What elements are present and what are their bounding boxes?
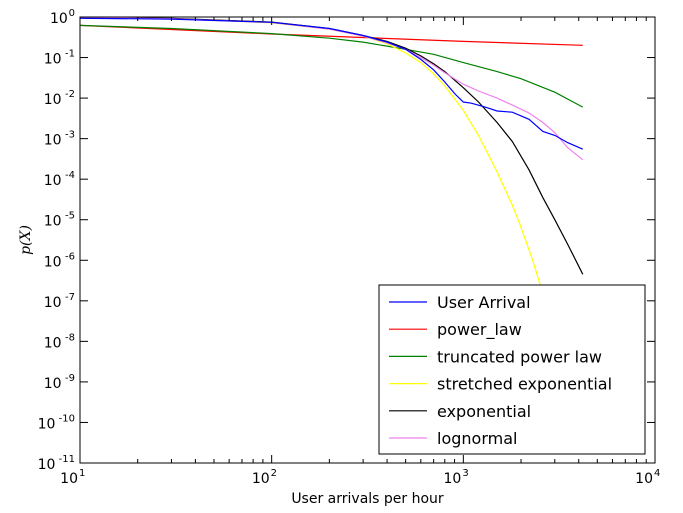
plot-frame (79, 16, 656, 464)
y-tick-exponent: 0 (69, 8, 75, 19)
legend-box (378, 284, 646, 455)
y-tick-label: 10 (38, 416, 56, 432)
x-tick-label: 10 (252, 471, 270, 487)
y-tick-label: 10 (44, 92, 62, 108)
y-tick-label: 10 (44, 52, 62, 68)
legend-label: exponential (437, 402, 531, 421)
x-tick-exponent: 3 (462, 468, 468, 479)
y-tick-label: 10 (44, 173, 62, 189)
y-axis-label: p(X) (18, 225, 34, 255)
x-tick-exponent: 4 (654, 468, 660, 479)
y-tick-label: 10 (38, 457, 56, 473)
y-tick-exponent: -6 (65, 251, 75, 262)
x-tick-label: 10 (635, 471, 653, 487)
legend-label: lognormal (437, 429, 517, 448)
series-line-user-arrival (80, 17, 584, 150)
series-line-lognormal (80, 17, 584, 161)
x-tick-label: 10 (444, 471, 462, 487)
legend-label: power_law (437, 320, 522, 340)
y-tick-label: 10 (44, 295, 62, 311)
y-tick-exponent: -1 (65, 49, 75, 60)
legend: User Arrival power_law truncated power law… (378, 284, 646, 455)
legend-label: truncated power law (437, 347, 602, 366)
y-tick-exponent: -9 (65, 373, 75, 384)
ticks-layer: 10 1 10 2 10 3 10 410 010 -110 -210 -310 -410 -510 -61… (38, 8, 661, 487)
y-tick-label: 10 (44, 376, 62, 392)
legend-label: stretched exponential (437, 375, 612, 394)
y-tick-exponent: -5 (65, 211, 75, 222)
x-tick-exponent: 1 (79, 468, 85, 479)
y-tick-exponent: -7 (65, 292, 75, 303)
x-tick-label: 10 (60, 471, 78, 487)
legend-label: User Arrival (437, 293, 531, 312)
y-tick-exponent: -4 (65, 170, 75, 181)
y-tick-exponent: -3 (65, 130, 75, 141)
y-tick-exponent: -10 (59, 413, 75, 424)
y-tick-label: 10 (44, 254, 62, 270)
series-line-truncated-power-law (80, 24, 584, 108)
x-tick-exponent: 2 (271, 468, 277, 479)
y-tick-exponent: -2 (65, 89, 75, 100)
y-tick-label: 10 (44, 214, 62, 230)
y-tick-label: 10 (44, 335, 62, 351)
x-axis-label: User arrivals per hour (291, 491, 444, 507)
y-tick-label: 10 (44, 133, 62, 149)
y-tick-exponent: -8 (65, 332, 75, 343)
series-layer (80, 17, 584, 323)
y-tick-label: 10 (50, 11, 68, 27)
y-tick-exponent: -11 (59, 454, 75, 465)
